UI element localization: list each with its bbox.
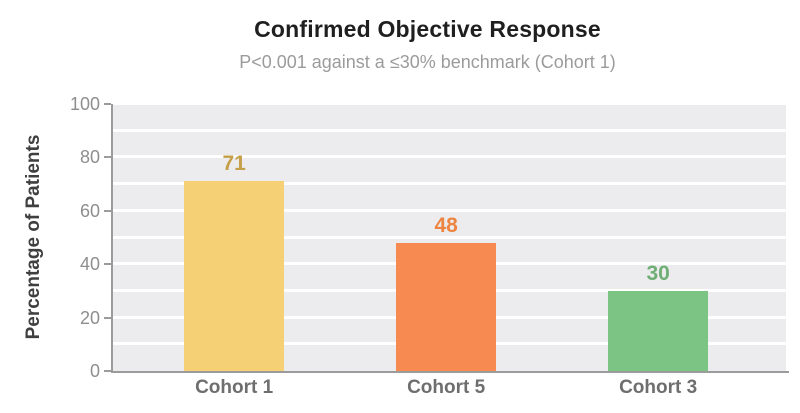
y-axis	[111, 104, 113, 373]
x-category-label-cohort-5: Cohort 5	[407, 377, 486, 398]
bar-value-label-cohort-5: 48	[434, 213, 458, 237]
chart-subtitle: P<0.001 against a ≤30% benchmark (Cohort…	[239, 52, 616, 72]
y-tick-mark	[104, 209, 111, 212]
plot-area	[113, 102, 786, 371]
y-tick-label: 100	[69, 94, 100, 114]
chart-title: Confirmed Objective Response	[254, 16, 601, 42]
x-category-label-cohort-3: Cohort 3	[619, 377, 698, 398]
bar-value-label-cohort-3: 30	[646, 261, 670, 285]
gridline	[113, 235, 786, 239]
bar-cohort-5	[396, 242, 497, 371]
bar-cohort-3	[608, 290, 709, 371]
x-category-label-cohort-1: Cohort 1	[195, 377, 274, 398]
y-tick-label: 0	[89, 361, 100, 381]
y-tick-label: 20	[79, 307, 100, 328]
gridline	[113, 155, 786, 159]
bar-value-label-cohort-1: 71	[222, 152, 246, 176]
gridline	[113, 208, 786, 212]
y-tick-mark	[104, 156, 111, 159]
y-tick-label: 60	[79, 200, 100, 221]
y-tick-mark	[104, 103, 111, 105]
y-tick-mark	[104, 316, 111, 319]
bar-cohort-1	[184, 181, 285, 371]
gridline	[113, 128, 786, 132]
gridline	[113, 182, 786, 186]
y-axis-label: Percentage of Patients	[23, 134, 44, 340]
y-tick-label: 40	[79, 254, 100, 275]
y-tick-label: 80	[79, 147, 100, 168]
x-axis	[111, 371, 789, 373]
y-tick-mark	[104, 263, 111, 266]
gridline	[113, 102, 786, 105]
y-tick-mark	[104, 370, 111, 372]
